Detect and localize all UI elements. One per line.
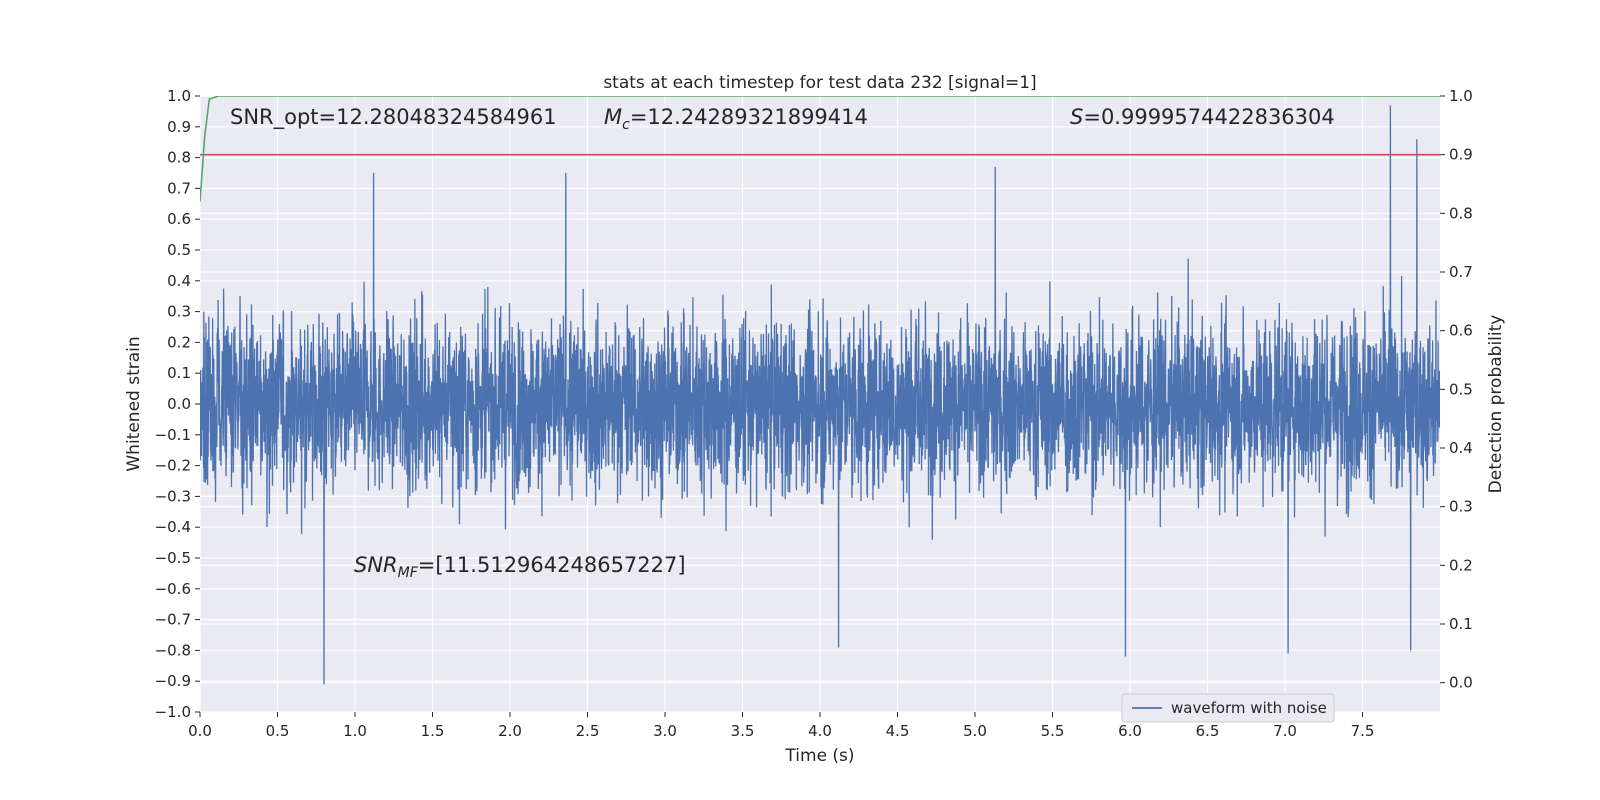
x-axis-label: Time (s): [784, 746, 854, 766]
probability-lines: [200, 96, 1440, 202]
y-tick-label: 0.9: [167, 118, 191, 136]
y-tick-label: −0.5: [155, 549, 191, 567]
y-tick-label: −0.9: [155, 672, 191, 690]
waveform-with-noise-series: [200, 105, 1440, 685]
y-tick-label: −0.1: [155, 426, 191, 444]
x-tick-label: 5.0: [963, 722, 987, 740]
x-tick-label: 5.5: [1041, 722, 1065, 740]
x-tick-label: 1.5: [421, 722, 445, 740]
right-tick-label: 0.7: [1449, 263, 1473, 281]
right-tick-label: 0.1: [1449, 615, 1473, 633]
y-tick-label: 0.2: [167, 333, 191, 351]
snr-mf-subscript: MF: [398, 565, 419, 581]
y-tick-label: 0.3: [167, 303, 191, 321]
right-tick-label: 1.0: [1449, 87, 1473, 105]
legend: waveform with noise: [1121, 693, 1335, 723]
y-tick-label: 0.5: [167, 241, 191, 259]
y-tick-label: −0.4: [155, 518, 191, 536]
x-tick-label: 1.0: [343, 722, 367, 740]
legend-box: [1121, 693, 1335, 723]
x-tick-label: 2.0: [498, 722, 522, 740]
x-tick-label: 6.5: [1196, 722, 1220, 740]
right-tick-label: 0.2: [1449, 556, 1473, 574]
y-tick-label: 0.7: [167, 179, 191, 197]
y-axis-label: Whitened strain: [124, 336, 144, 471]
right-tick-label: 0.4: [1449, 439, 1473, 457]
snr-mf-symbol: SNR: [354, 553, 398, 577]
s-annotation: S=0.9999574422836304: [1070, 105, 1335, 129]
x-tick-label: 0.5: [266, 722, 290, 740]
chirp-mass-symbol: M: [604, 105, 622, 129]
right-tick-label: 0.9: [1449, 146, 1473, 164]
probability-line: [200, 96, 1440, 202]
right-tick-label: 0.3: [1449, 498, 1473, 516]
y-tick-label: −0.6: [155, 580, 191, 598]
y-tick-label: 0.8: [167, 149, 191, 167]
snr-opt-annotation: SNR_opt=12.28048324584961: [230, 105, 557, 130]
x-tick-label: 7.5: [1351, 722, 1375, 740]
y-tick-label: 0.6: [167, 210, 191, 228]
y-tick-label: −0.7: [155, 611, 191, 629]
x-tick-label: 3.0: [653, 722, 677, 740]
right-axis-ticks: 0.0 0.1 0.2 0.3 0.4 0.5 0.6 0.7 0.8 0.9 1.0: [1440, 87, 1473, 692]
y-tick-label: 0.1: [167, 364, 191, 382]
y-tick-label: −1.0: [155, 703, 191, 721]
s-symbol: S: [1070, 105, 1083, 129]
right-tick-label: 0.5: [1449, 380, 1473, 398]
y-tick-label: −0.3: [155, 487, 191, 505]
x-tick-label: 0.0: [188, 722, 212, 740]
right-axis-label: Detection probability: [1486, 315, 1506, 494]
snr-mf-value: =[11.512964248657227]: [418, 553, 686, 577]
y-tick-label: 0.4: [167, 272, 191, 290]
waveform-line: [200, 105, 1440, 685]
x-tick-label: 4.5: [886, 722, 910, 740]
x-tick-label: 7.0: [1273, 722, 1297, 740]
x-tick-label: 6.0: [1118, 722, 1142, 740]
y-axis-ticks: −1.0 −0.9 −0.8 −0.7 −0.6 −0.5 −0.4 −0.3 −0.2 −0.1…: [155, 87, 200, 721]
chirp-mass-subscript: c: [622, 117, 630, 133]
chirp-mass-annotation: Mc=12.24289321899414: [604, 105, 868, 133]
right-tick-label: 0.8: [1449, 204, 1473, 222]
snr-mf-annotation: SNRMF=[11.512964248657227]: [354, 553, 686, 581]
right-tick-label: 0.0: [1449, 674, 1473, 692]
chirp-mass-value: =12.24289321899414: [630, 105, 868, 129]
right-tick-label: 0.6: [1449, 322, 1473, 340]
x-axis-ticks: 0.0 0.5 1.0 1.5 2.0 2.5 3.0 3.5 4.0 4.5 5.0 5.5 6.0 6…: [188, 712, 1374, 740]
y-tick-label: −0.8: [155, 641, 191, 659]
x-tick-label: 3.5: [731, 722, 755, 740]
x-tick-label: 4.0: [808, 722, 832, 740]
legend-label: waveform with noise: [1171, 699, 1327, 717]
s-value: =0.9999574422836304: [1083, 105, 1334, 129]
y-tick-label: −0.2: [155, 457, 191, 475]
y-tick-label: 1.0: [167, 87, 191, 105]
chart-title: stats at each timestep for test data 232…: [603, 73, 1036, 93]
x-tick-label: 2.5: [576, 722, 600, 740]
y-tick-label: 0.0: [167, 395, 191, 413]
